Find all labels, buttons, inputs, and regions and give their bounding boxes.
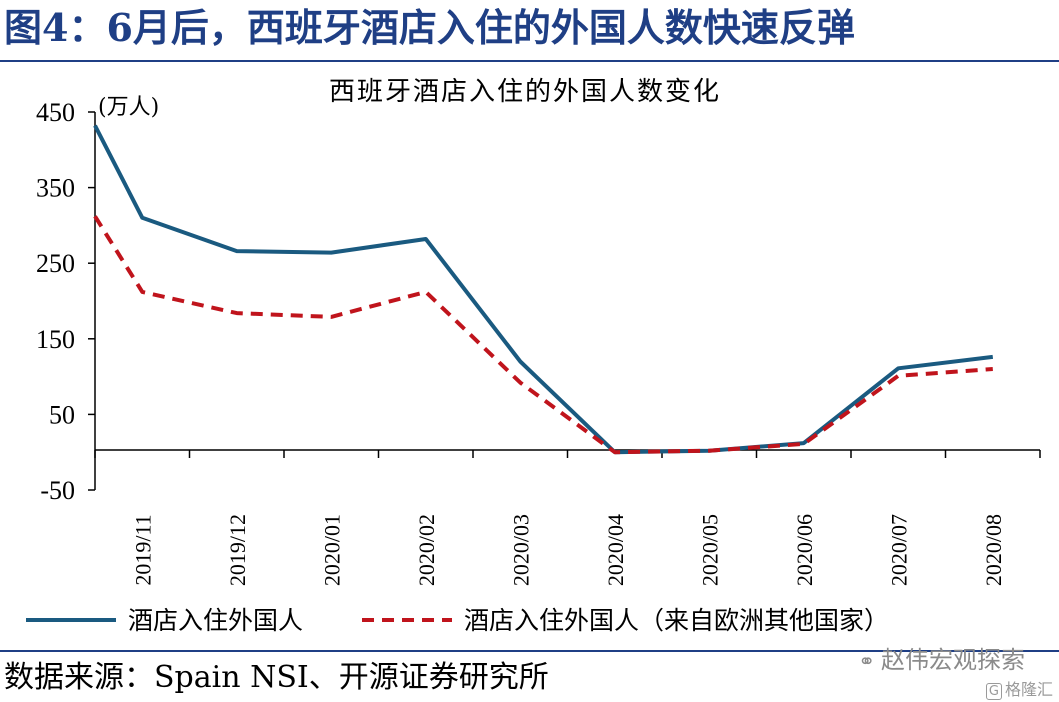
x-tick-label: 2019/11 [130, 514, 155, 585]
wechat-icon: ⚭ [858, 649, 875, 673]
x-tick-label: 2020/04 [603, 514, 628, 586]
x-tick-label: 2019/12 [225, 514, 250, 586]
y-tick-label: -50 [40, 476, 75, 505]
badge: G 格隆汇 [985, 676, 1053, 700]
x-tick-label: 2020/06 [792, 514, 817, 586]
y-tick-label: 450 [36, 98, 75, 127]
x-tick-label: 2020/01 [319, 514, 344, 586]
y-unit-label: (万人) [98, 95, 159, 120]
top-divider [0, 60, 1059, 62]
y-tick-label: 50 [49, 400, 75, 429]
figure-title: 图4：6月后，西班牙酒店入住的外国人数快速反弹 [4, 5, 855, 50]
legend-label: 酒店入住外国人（来自欧洲其他国家） [464, 606, 889, 635]
series-line-europe [93, 215, 993, 455]
chart-title: 西班牙酒店入住的外国人数变化 [329, 77, 721, 107]
y-tick-label: 350 [36, 174, 75, 203]
bottom-divider [0, 650, 1059, 652]
x-tick-label: 2020/02 [414, 514, 439, 586]
x-tick-label: 2020/07 [886, 514, 911, 586]
legend-label: 酒店入住外国人 [128, 606, 303, 635]
data-source: 数据来源：Spain NSI、开源证券研究所 [4, 660, 549, 695]
axes: 450 350 250 150 50 -50 2019/11 2019/12 2020/01 20… [36, 98, 1041, 586]
g-logo-icon: G [985, 683, 1002, 700]
watermark-text: 赵伟宏观探索 [881, 646, 1025, 674]
badge-text: 格隆汇 [1004, 680, 1053, 699]
series-lines [93, 124, 994, 455]
legend: 酒店入住外国人 酒店入住外国人（来自欧洲其他国家） [26, 606, 889, 635]
x-tick-label: 2020/08 [981, 514, 1006, 586]
line-chart: 西班牙酒店入住的外国人数变化 (万人) 450 350 250 150 50 -50 201… [26, 77, 1041, 635]
watermark: ⚭ 赵伟宏观探索 [858, 640, 1025, 675]
y-tick-label: 250 [36, 249, 75, 278]
x-tick-label: 2020/03 [508, 514, 533, 586]
x-tick-label: 2020/05 [697, 514, 722, 586]
y-tick-label: 150 [36, 325, 75, 354]
